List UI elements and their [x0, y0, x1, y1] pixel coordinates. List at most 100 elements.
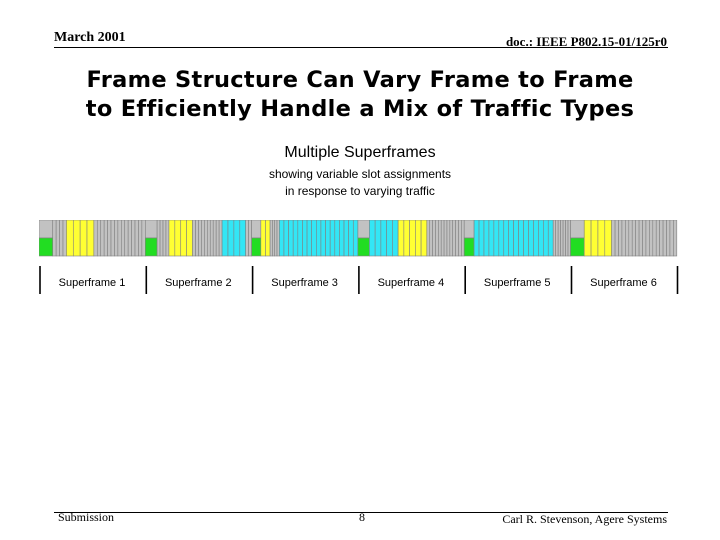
- slot-cyan: [227, 220, 235, 257]
- slot-grey: [621, 220, 626, 257]
- slot-cyan: [386, 220, 393, 257]
- slot-grey: [165, 220, 170, 257]
- slot-cyan: [392, 220, 399, 257]
- slot-cyan: [543, 220, 549, 257]
- slot-cyan: [311, 220, 317, 257]
- footer-author: Carl R. Stevenson, Agere Systems: [502, 512, 667, 526]
- slot-cyan: [221, 220, 229, 257]
- slot-grey: [120, 220, 126, 257]
- slot-grey: [204, 220, 208, 257]
- slot-grey: [52, 220, 57, 257]
- slide-title: Frame Structure Can Vary Frame to Frame …: [0, 66, 720, 124]
- slot-grey: [272, 220, 276, 257]
- header-doc-id: doc.: IEEE P802.15-01/125r0: [505, 34, 667, 49]
- figure-subheading: showing variable slot assignments in res…: [0, 166, 720, 200]
- slot-grey: [452, 220, 456, 257]
- superframe-5: Superframe 5: [463, 220, 571, 294]
- slot-grey: [218, 220, 223, 257]
- slot-cyan: [302, 220, 308, 257]
- slot-cyan: [283, 220, 289, 257]
- slot-grey: [435, 220, 439, 257]
- slot-grey: [557, 220, 561, 257]
- slot-cyan: [292, 220, 299, 257]
- slide-title-line-1: Frame Structure Can Vary Frame to Frame: [86, 67, 634, 93]
- superframe-label: Superframe 1: [59, 277, 126, 289]
- slot-grey: [631, 220, 636, 257]
- slot-beacon: [570, 237, 585, 257]
- slot-yellow: [403, 220, 410, 257]
- slot-grey: [449, 220, 454, 257]
- slot-grey: [55, 220, 60, 257]
- slot-grey: [195, 220, 199, 257]
- slot-cyan: [473, 220, 480, 257]
- slot-grey: [96, 220, 102, 257]
- slot-grey: [426, 220, 431, 257]
- slot-grey: [642, 220, 647, 257]
- slot-grey: [212, 220, 217, 257]
- slot-yellow: [604, 220, 612, 257]
- slot-grey: [666, 220, 671, 257]
- slot-grey: [201, 220, 205, 257]
- superframe-label: Superframe 3: [271, 277, 338, 289]
- slot-beacon: [39, 220, 54, 239]
- slot-cyan: [538, 220, 544, 257]
- slot-beacon: [39, 237, 54, 257]
- slot-grey: [618, 220, 623, 257]
- slot-grey: [274, 220, 278, 257]
- slot-grey: [645, 220, 650, 257]
- slot-grey: [552, 220, 556, 257]
- slot-cyan: [488, 220, 495, 257]
- slot-cyan: [503, 220, 509, 257]
- slot-yellow: [180, 220, 187, 257]
- slot-grey: [215, 220, 220, 257]
- slot-cyan: [483, 220, 490, 257]
- slot-cyan: [239, 220, 246, 257]
- slot-yellow: [409, 220, 416, 257]
- slot-cyan: [523, 220, 529, 257]
- slot-beacon: [570, 220, 585, 239]
- slot-beacon: [251, 237, 262, 257]
- slot-yellow: [72, 220, 81, 257]
- slot-cyan: [348, 220, 354, 257]
- slot-grey: [614, 220, 619, 257]
- slot-grey: [124, 220, 129, 257]
- slot-grey: [673, 220, 678, 257]
- slot-cyan: [339, 220, 345, 257]
- footer-page-number: 8: [359, 510, 365, 524]
- slot-grey: [455, 220, 459, 257]
- slot-grey: [438, 220, 442, 257]
- slot-grey: [198, 220, 202, 257]
- slot-yellow: [420, 220, 428, 257]
- header-rule: [54, 47, 668, 48]
- slot-yellow: [415, 220, 422, 257]
- slot-grey: [269, 220, 273, 257]
- slot-yellow: [174, 220, 182, 257]
- slot-grey: [429, 220, 433, 257]
- superframes-diagram: Superframe 1 Superframe 2 Superframe 3 Supe…: [39, 220, 679, 294]
- slot-cyan: [325, 220, 331, 257]
- slot-grey: [156, 220, 161, 257]
- slot-yellow: [597, 220, 606, 257]
- slot-cyan: [478, 220, 485, 257]
- figure-heading: Multiple Superframes: [284, 144, 436, 161]
- slot-yellow: [265, 220, 271, 257]
- slot-grey: [110, 220, 115, 257]
- slot-cyan: [369, 220, 376, 257]
- slot-yellow: [86, 220, 95, 257]
- slot-cyan: [493, 220, 500, 257]
- slot-grey: [458, 220, 462, 257]
- slot-grey: [248, 220, 252, 257]
- figure-subheading-line-2: in response to varying traffic: [285, 184, 435, 198]
- superframe-label: Superframe 4: [378, 277, 445, 289]
- superframe-2: Superframe 2: [145, 220, 252, 294]
- footer-rule: [54, 512, 668, 513]
- slot-grey: [100, 220, 105, 257]
- slot-grey: [649, 220, 654, 257]
- superframe-4: Superframe 4: [357, 220, 465, 294]
- slot-cyan: [508, 220, 514, 257]
- slot-cyan: [233, 220, 241, 257]
- slot-cyan: [297, 220, 303, 257]
- slot-grey: [669, 220, 674, 257]
- slot-cyan: [316, 220, 322, 257]
- slot-grey: [114, 220, 119, 257]
